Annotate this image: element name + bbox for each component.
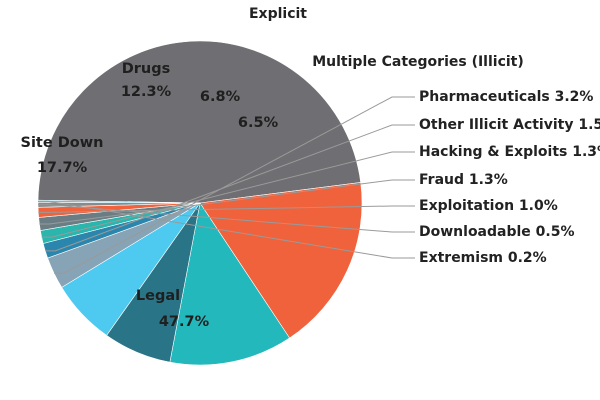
slice-value-explicit: 6.8% [200, 89, 241, 105]
leader-line-pharmaceuticals [54, 96, 415, 274]
slice-label-pharmaceuticals: Pharmaceuticals 3.2% [419, 89, 593, 105]
slice-label-name-downloadable: Downloadable [419, 224, 531, 240]
slice-value-hacking-and-exploits: 1.3% [567, 144, 600, 160]
slice-value-fraud: 1.3% [464, 172, 508, 188]
slice-label-name-hacking-and-exploits: Hacking & Exploits [419, 144, 567, 160]
slice-label-hacking-and-exploits: Hacking & Exploits 1.3% [419, 144, 600, 160]
pie-slice-legal [37, 40, 362, 204]
leader-line-other-illicit-activity [45, 124, 415, 252]
leader-line-hacking-and-exploits [41, 151, 415, 238]
slice-label-fraud: Fraud 1.3% [419, 172, 508, 188]
pie-slice-site-down [199, 182, 363, 339]
slice-value-pharmaceuticals: 3.2% [550, 89, 594, 105]
slice-label-name-fraud: Fraud [419, 172, 464, 188]
leader-line-fraud [39, 179, 415, 225]
slice-value-exploitation: 1.0% [514, 198, 558, 214]
leader-line-downloadable [38, 204, 415, 233]
slice-label-drugs: Drugs [122, 61, 171, 77]
slice-label-name-pharmaceuticals: Pharmaceuticals [419, 89, 550, 105]
slice-value-drugs: 12.3% [121, 84, 172, 100]
slice-label-downloadable: Downloadable 0.5% [419, 224, 575, 240]
slice-label-legal: Legal [136, 288, 180, 304]
slice-label-name-exploitation: Exploitation [419, 198, 514, 214]
slice-label-extremism: Extremism 0.2% [419, 250, 547, 266]
slice-value-other-illicit-activity: 1.5% [573, 117, 600, 133]
slice-value-downloadable: 0.5% [531, 224, 575, 240]
slice-label-other-illicit-activity: Other Illicit Activity 1.5% [419, 117, 600, 133]
slice-value-site-down: 17.7% [37, 160, 88, 176]
leader-line-extremism [38, 200, 415, 259]
slice-label-name-other-illicit-activity: Other Illicit Activity [419, 117, 573, 133]
slice-label-exploitation: Exploitation 1.0% [419, 198, 558, 214]
slice-label-explicit: Explicit [249, 6, 307, 22]
slice-label-multiple-categories-illicit: Multiple Categories (Illicit) [312, 54, 524, 70]
slice-value-multiple-categories-illicit: 6.5% [238, 115, 279, 131]
pie-slice-drugs [169, 202, 290, 366]
slice-label-name-extremism: Extremism [419, 250, 503, 266]
slice-value-legal: 47.7% [159, 314, 210, 330]
slice-value-extremism: 0.2% [503, 250, 547, 266]
slice-label-site-down: Site Down [21, 135, 104, 151]
leader-line-exploitation [38, 205, 415, 213]
